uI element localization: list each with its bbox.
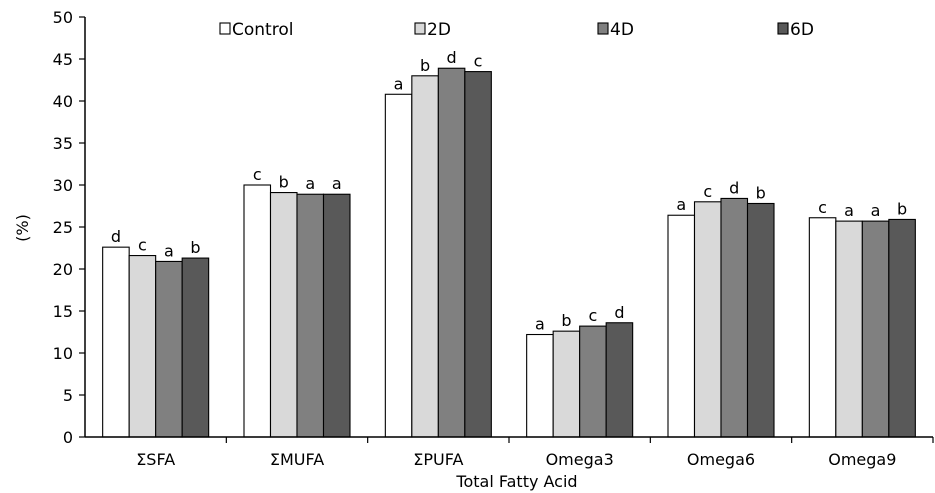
bar-4d-2 (296, 193, 325, 438)
significance-label: d (111, 227, 121, 246)
significance-label: d (447, 48, 457, 67)
significance-label: c (589, 306, 598, 325)
x-category-label: Omega9 (828, 450, 896, 469)
y-tick-label: 20 (53, 260, 73, 279)
significance-label: a (535, 315, 545, 334)
y-tick-label: 35 (53, 134, 73, 153)
significance-label: a (676, 195, 686, 214)
bar-2d-2 (269, 192, 298, 438)
bar-4d-3 (437, 67, 466, 438)
bar-6d-1 (181, 257, 210, 438)
legend-label-2d: 2D (427, 20, 451, 40)
bar-6d-3 (464, 71, 492, 438)
bar-6d-4 (605, 322, 634, 438)
bar-6d-5 (746, 202, 775, 438)
significance-labels: d c a bc b a aab d ca b c dac d bc a a b (111, 48, 907, 333)
significance-label: a (394, 74, 404, 93)
significance-label: a (164, 241, 174, 260)
bar-control-4 (526, 333, 554, 438)
bars (102, 67, 916, 438)
x-axis-ticks: ΣSFA ΣMUFA ΣPUFA Omega3 Omega6 Omega9 (136, 437, 934, 469)
bar-4d-4 (579, 325, 607, 438)
significance-label: b (190, 238, 200, 257)
significance-label: c (818, 198, 827, 217)
bar-control-1 (102, 246, 130, 438)
legend-swatch-control (219, 22, 231, 35)
bar-4d-1 (155, 260, 183, 438)
significance-label: d (729, 178, 739, 197)
significance-label: b (561, 311, 571, 330)
significance-label: b (420, 56, 430, 75)
y-tick-label: 30 (53, 176, 73, 195)
x-category-label: Omega6 (687, 450, 755, 469)
legend-swatch-2d (414, 22, 426, 35)
bar-2d-3 (411, 75, 439, 438)
y-tick-label: 15 (53, 302, 73, 321)
y-tick-label: 40 (53, 92, 73, 111)
bar-control-3 (384, 93, 413, 438)
bar-6d-6 (888, 218, 916, 438)
significance-label: a (305, 174, 315, 193)
legend-label-control: Control (232, 20, 293, 40)
bar-control-6 (808, 217, 837, 438)
x-category-label: ΣSFA (136, 450, 175, 469)
significance-label: b (756, 183, 766, 202)
bar-2d-5 (693, 201, 722, 438)
significance-label: b (279, 173, 289, 192)
x-category-label: Omega3 (546, 450, 614, 469)
significance-label: a (332, 174, 342, 193)
legend-label-4d: 4D (610, 20, 634, 40)
bar-6d-2 (322, 193, 351, 438)
y-axis-ticks: 0 5 10 15 20 25 30 35 40 45 50 (53, 8, 85, 447)
x-axis-title: Total Fatty Acid (455, 472, 577, 491)
y-axis-title: (%) (13, 214, 32, 242)
significance-label: c (138, 236, 147, 255)
bar-2d-1 (128, 255, 157, 438)
bar-control-2 (243, 184, 272, 438)
y-tick-label: 5 (63, 386, 73, 405)
significance-label: c (703, 182, 712, 201)
legend-swatch-4d (597, 22, 609, 35)
legend-label-6d: 6D (790, 20, 814, 40)
y-tick-label: 45 (53, 50, 73, 69)
significance-label: a (871, 201, 881, 220)
bar-4d-6 (861, 220, 890, 438)
significance-label: c (253, 165, 262, 184)
bar-control-5 (667, 214, 696, 438)
bar-2d-6 (835, 220, 863, 438)
y-tick-label: 50 (53, 8, 73, 27)
y-tick-label: 25 (53, 218, 73, 237)
y-tick-label: 10 (53, 344, 73, 363)
y-tick-label: 0 (63, 428, 73, 447)
significance-label: d (614, 303, 624, 322)
significance-label: c (474, 52, 483, 71)
significance-label: b (897, 199, 907, 218)
x-category-label: ΣPUFA (413, 450, 463, 469)
x-category-label: ΣMUFA (270, 450, 324, 469)
significance-label: a (844, 201, 854, 220)
legend-swatch-6d (777, 22, 789, 35)
bar-2d-4 (552, 330, 581, 438)
legend: Control 2D 4D 6D (219, 20, 814, 40)
bar-4d-5 (720, 197, 749, 438)
